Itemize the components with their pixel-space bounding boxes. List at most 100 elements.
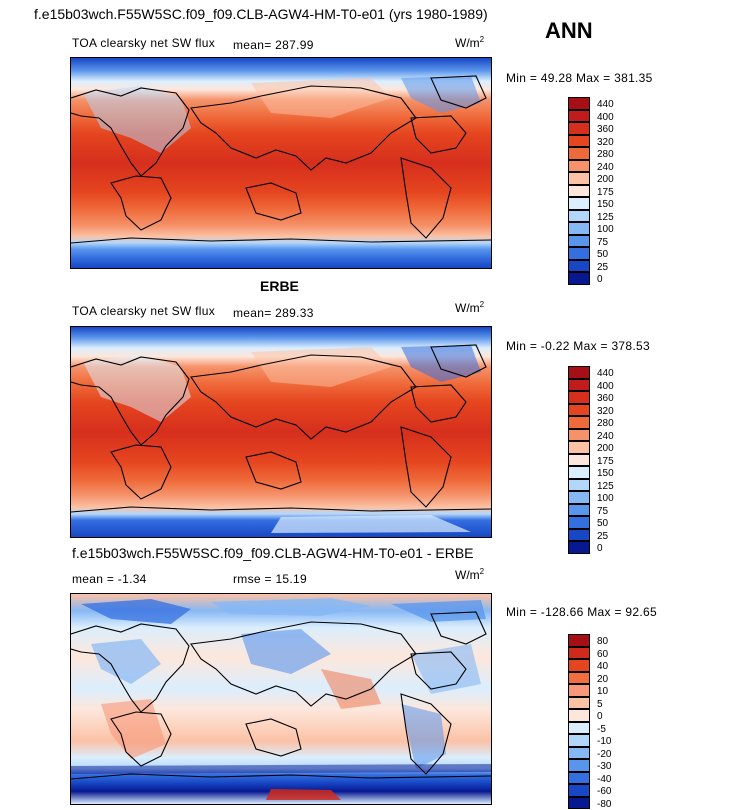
colorbar-label: 10 — [597, 686, 609, 697]
colorbar-label: 75 — [597, 236, 609, 248]
colorbar-swatch — [568, 671, 590, 684]
colorbar-label: -60 — [597, 786, 612, 797]
colorbar-label: 60 — [597, 648, 609, 660]
panel-diff-heading: f.e15b03wch.F55W5SC.f09_f09.CLB-AGW4-HM-… — [72, 545, 474, 561]
panel-obs-minmax: Min = -0.22 Max = 378.53 — [506, 339, 650, 353]
colorbar-swatch — [568, 172, 590, 185]
colorbar-swatch — [568, 528, 590, 541]
colorbar-label: 100 — [597, 493, 614, 504]
panel-model-map — [70, 57, 492, 269]
colorbar-label: 0 — [597, 711, 603, 722]
colorbar-swatch — [568, 134, 590, 147]
season-label: ANN — [545, 18, 593, 43]
colorbar-label: 200 — [597, 174, 614, 185]
panel-obs-map — [70, 326, 492, 538]
colorbar-swatch — [568, 366, 590, 379]
colorbar-label: 75 — [597, 505, 609, 517]
colorbar-swatch — [568, 428, 590, 441]
colorbar-swatch — [568, 721, 590, 734]
colorbar-label: 440 — [597, 99, 614, 110]
panel-model-mean: mean= 287.99 — [233, 38, 314, 52]
panel-obs-units: W/m2 — [455, 300, 485, 315]
colorbar-swatch — [568, 646, 590, 659]
panel-obs-heading: ERBE — [260, 278, 299, 294]
panel-diff-units: W/m2 — [455, 567, 485, 582]
panel-obs-variable: TOA clearsky net SW flux — [72, 304, 216, 318]
colorbar-swatch — [568, 159, 590, 172]
map-diff-svg — [71, 594, 491, 804]
colorbar-swatch — [568, 197, 590, 210]
panel-diff-mean: mean = -1.34 — [72, 572, 147, 586]
map-obs-svg — [71, 327, 491, 537]
colorbar-label: 5 — [597, 698, 603, 710]
panel-model-variable: TOA clearsky net SW flux — [72, 36, 216, 50]
colorbar-swatch — [568, 441, 590, 454]
colorbar-label: 240 — [597, 430, 614, 442]
colorbar-swatch — [568, 466, 590, 479]
colorbar-label: 80 — [597, 636, 609, 647]
colorbar-swatch — [568, 147, 590, 160]
map-model-svg — [71, 58, 491, 268]
colorbar-swatch — [568, 478, 590, 491]
panel-diff-map — [70, 593, 492, 805]
colorbar-label: 200 — [597, 443, 614, 454]
colorbar-swatch — [568, 684, 590, 697]
colorbar-swatch — [568, 222, 590, 235]
colorbar-label: 320 — [597, 136, 614, 148]
colorbar-label: 280 — [597, 418, 614, 429]
colorbar-swatch — [568, 784, 590, 797]
colorbar-label: 175 — [597, 186, 614, 198]
colorbar-label: 0 — [597, 543, 603, 554]
colorbar-label: -5 — [597, 723, 606, 735]
panel-diff-minmax: Min = -128.66 Max = 92.65 — [506, 605, 657, 619]
colorbar-label: 50 — [597, 249, 609, 260]
colorbar-label: 50 — [597, 518, 609, 529]
colorbar-swatch — [568, 453, 590, 466]
colorbar-swatch — [568, 634, 590, 647]
panel-diff-rmse: rmse = 15.19 — [233, 572, 307, 586]
colorbar-swatch — [568, 109, 590, 122]
case-title: f.e15b03wch.F55W5SC.f09_f09.CLB-AGW4-HM-… — [34, 6, 488, 22]
colorbar-swatch — [568, 97, 590, 110]
colorbar-swatch — [568, 659, 590, 672]
colorbar-label: 280 — [597, 149, 614, 160]
colorbar-label: 150 — [597, 199, 614, 210]
colorbar-label: -80 — [597, 798, 612, 810]
colorbar-swatch — [568, 491, 590, 504]
colorbar-label: 100 — [597, 224, 614, 235]
panel-model-units: W/m2 — [455, 35, 485, 50]
colorbar-swatch — [568, 746, 590, 759]
colorbar-label: 400 — [597, 111, 614, 123]
colorbar-swatch — [568, 259, 590, 272]
colorbar-swatch — [568, 209, 590, 222]
colorbar-swatch — [568, 771, 590, 784]
colorbar-label: 20 — [597, 673, 609, 685]
colorbar-label: 0 — [597, 274, 603, 285]
colorbar-swatch — [568, 709, 590, 722]
colorbar-label: 360 — [597, 124, 614, 135]
colorbar-swatch — [568, 272, 590, 285]
colorbar-swatch — [568, 234, 590, 247]
colorbar-swatch — [568, 247, 590, 260]
colorbar-swatch — [568, 734, 590, 747]
colorbar-label: 175 — [597, 455, 614, 467]
colorbar-swatch — [568, 391, 590, 404]
colorbar-label: -20 — [597, 748, 612, 760]
colorbar-label: -40 — [597, 773, 612, 785]
panel-obs-mean: mean= 289.33 — [233, 306, 314, 320]
colorbar-swatch — [568, 378, 590, 391]
colorbar-label: 240 — [597, 161, 614, 173]
colorbar-swatch — [568, 541, 590, 554]
colorbar-swatch — [568, 759, 590, 772]
colorbar-label: -10 — [597, 736, 612, 747]
colorbar-label: 40 — [597, 661, 609, 672]
colorbar-label: 360 — [597, 393, 614, 404]
colorbar-swatch — [568, 503, 590, 516]
panel-model-minmax: Min = 49.28 Max = 381.35 — [506, 71, 653, 85]
colorbar-swatch — [568, 696, 590, 709]
colorbar-label: 125 — [597, 211, 614, 223]
colorbar-swatch — [568, 122, 590, 135]
colorbar-label: 25 — [597, 261, 609, 273]
colorbar-label: 320 — [597, 405, 614, 417]
colorbar-label: 400 — [597, 380, 614, 392]
